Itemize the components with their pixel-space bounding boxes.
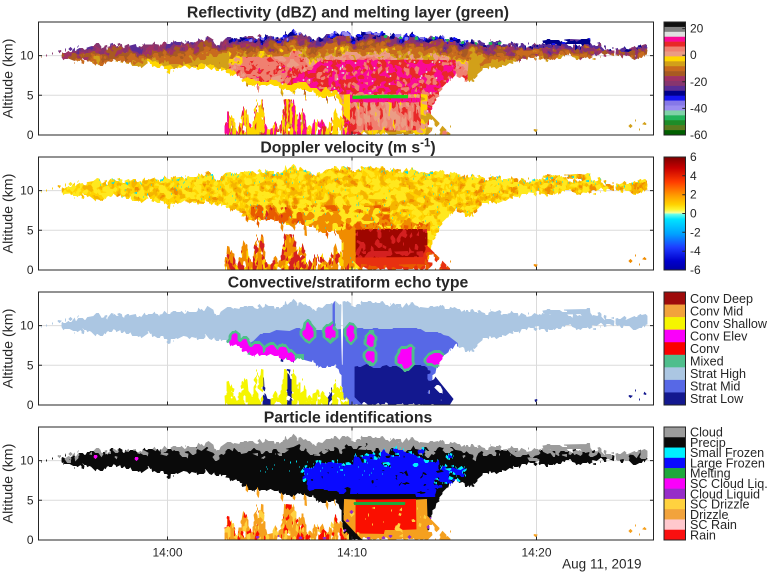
- svg-text:Conv: Conv: [690, 342, 720, 356]
- svg-text:14:10: 14:10: [337, 546, 367, 560]
- svg-text:Altitude (km): Altitude (km): [1, 444, 17, 524]
- svg-text:6: 6: [690, 150, 697, 164]
- svg-text:0: 0: [690, 207, 697, 221]
- svg-text:Conv Mid: Conv Mid: [690, 304, 743, 318]
- svg-text:10: 10: [20, 454, 34, 468]
- svg-text:0: 0: [690, 48, 697, 62]
- svg-text:5: 5: [27, 223, 34, 237]
- svg-text:Strat Low: Strat Low: [690, 392, 744, 406]
- svg-text:5: 5: [27, 493, 34, 507]
- svg-text:Altitude (km): Altitude (km): [1, 174, 17, 254]
- svg-text:4: 4: [690, 169, 697, 183]
- svg-text:Large Frozen: Large Frozen: [690, 456, 765, 470]
- svg-text:Doppler velocity (m s-1): Doppler velocity (m s-1): [260, 138, 435, 157]
- svg-text:Precip: Precip: [690, 436, 726, 450]
- svg-text:Mixed: Mixed: [690, 355, 724, 369]
- svg-text:0: 0: [27, 263, 34, 277]
- svg-text:Convective/stratiform echo typ: Convective/stratiform echo type: [228, 275, 469, 292]
- svg-text:5: 5: [27, 358, 34, 372]
- svg-text:Melting: Melting: [690, 467, 731, 481]
- svg-text:Strat Mid: Strat Mid: [690, 380, 740, 394]
- svg-text:SC Drizzle: SC Drizzle: [690, 498, 749, 512]
- svg-text:-4: -4: [690, 244, 701, 258]
- svg-text:-20: -20: [690, 75, 708, 89]
- svg-text:SC Cloud Liq.: SC Cloud Liq.: [690, 477, 768, 491]
- svg-text:Altitude (km): Altitude (km): [1, 39, 17, 119]
- svg-text:Aug 11, 2019: Aug 11, 2019: [562, 557, 641, 572]
- svg-text:Altitude (km): Altitude (km): [1, 309, 17, 389]
- svg-text:Drizzle: Drizzle: [690, 508, 728, 522]
- svg-text:0: 0: [27, 128, 34, 142]
- svg-text:10: 10: [20, 319, 34, 333]
- svg-text:Cloud Liquid: Cloud Liquid: [690, 487, 760, 501]
- svg-text:10: 10: [20, 49, 34, 63]
- svg-text:Reflectivity (dBZ) and melting: Reflectivity (dBZ) and melting layer (gr…: [187, 5, 509, 22]
- svg-text:14:20: 14:20: [521, 546, 551, 560]
- svg-text:Cloud: Cloud: [690, 426, 723, 440]
- svg-text:20: 20: [690, 22, 704, 36]
- svg-text:Small Frozen: Small Frozen: [690, 446, 764, 460]
- svg-text:Conv Shallow: Conv Shallow: [690, 317, 768, 331]
- svg-text:14:00: 14:00: [152, 546, 182, 560]
- svg-text:Particle identifications: Particle identifications: [264, 410, 433, 427]
- svg-text:Conv Deep: Conv Deep: [690, 292, 753, 306]
- svg-text:-6: -6: [690, 263, 701, 277]
- svg-text:0: 0: [27, 398, 34, 412]
- svg-text:Conv Elev: Conv Elev: [690, 329, 748, 343]
- svg-text:Strat High: Strat High: [690, 367, 746, 381]
- svg-text:-60: -60: [690, 128, 708, 142]
- svg-text:10: 10: [20, 184, 34, 198]
- svg-text:-40: -40: [690, 101, 708, 115]
- svg-text:2: 2: [690, 188, 697, 202]
- svg-text:0: 0: [27, 533, 34, 547]
- svg-text:-2: -2: [690, 225, 701, 239]
- svg-text:SC Rain: SC Rain: [690, 518, 737, 532]
- svg-text:Rain: Rain: [690, 528, 716, 542]
- svg-text:5: 5: [27, 88, 34, 102]
